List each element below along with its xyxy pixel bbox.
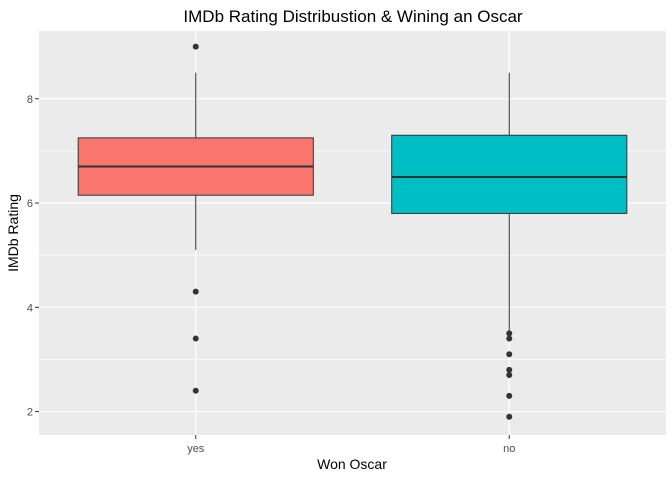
x-tick-label: yes: [187, 443, 205, 455]
outlier-point: [506, 335, 513, 342]
outlier-point: [192, 335, 199, 342]
y-axis: 2 4 6 8: [27, 94, 39, 419]
boxes-layer: [77, 43, 628, 420]
outlier-point: [192, 288, 199, 295]
outlier-point: [192, 43, 199, 50]
outlier-point: [192, 387, 199, 394]
outlier-point: [506, 330, 513, 337]
x-axis: yes no: [187, 435, 515, 455]
y-tick-label: 2: [27, 407, 33, 419]
y-tick-label: 8: [27, 94, 33, 106]
y-tick-label: 4: [27, 302, 33, 314]
plot-panel: [39, 31, 666, 435]
box-iqr: [391, 134, 628, 214]
outlier-point: [506, 351, 513, 358]
x-tick-label: no: [503, 443, 515, 455]
y-tick-label: 6: [27, 198, 33, 210]
box-yes: [77, 43, 314, 394]
outlier-point: [506, 366, 513, 373]
chart-title: IMDb Rating Distribustion & Wining an Os…: [183, 7, 523, 26]
outlier-point: [506, 413, 513, 420]
x-axis-title: Won Oscar: [317, 456, 387, 472]
box-no: [391, 72, 628, 420]
y-axis-title: IMDb Rating: [5, 194, 21, 272]
outlier-point: [506, 392, 513, 399]
outlier-point: [506, 372, 513, 379]
